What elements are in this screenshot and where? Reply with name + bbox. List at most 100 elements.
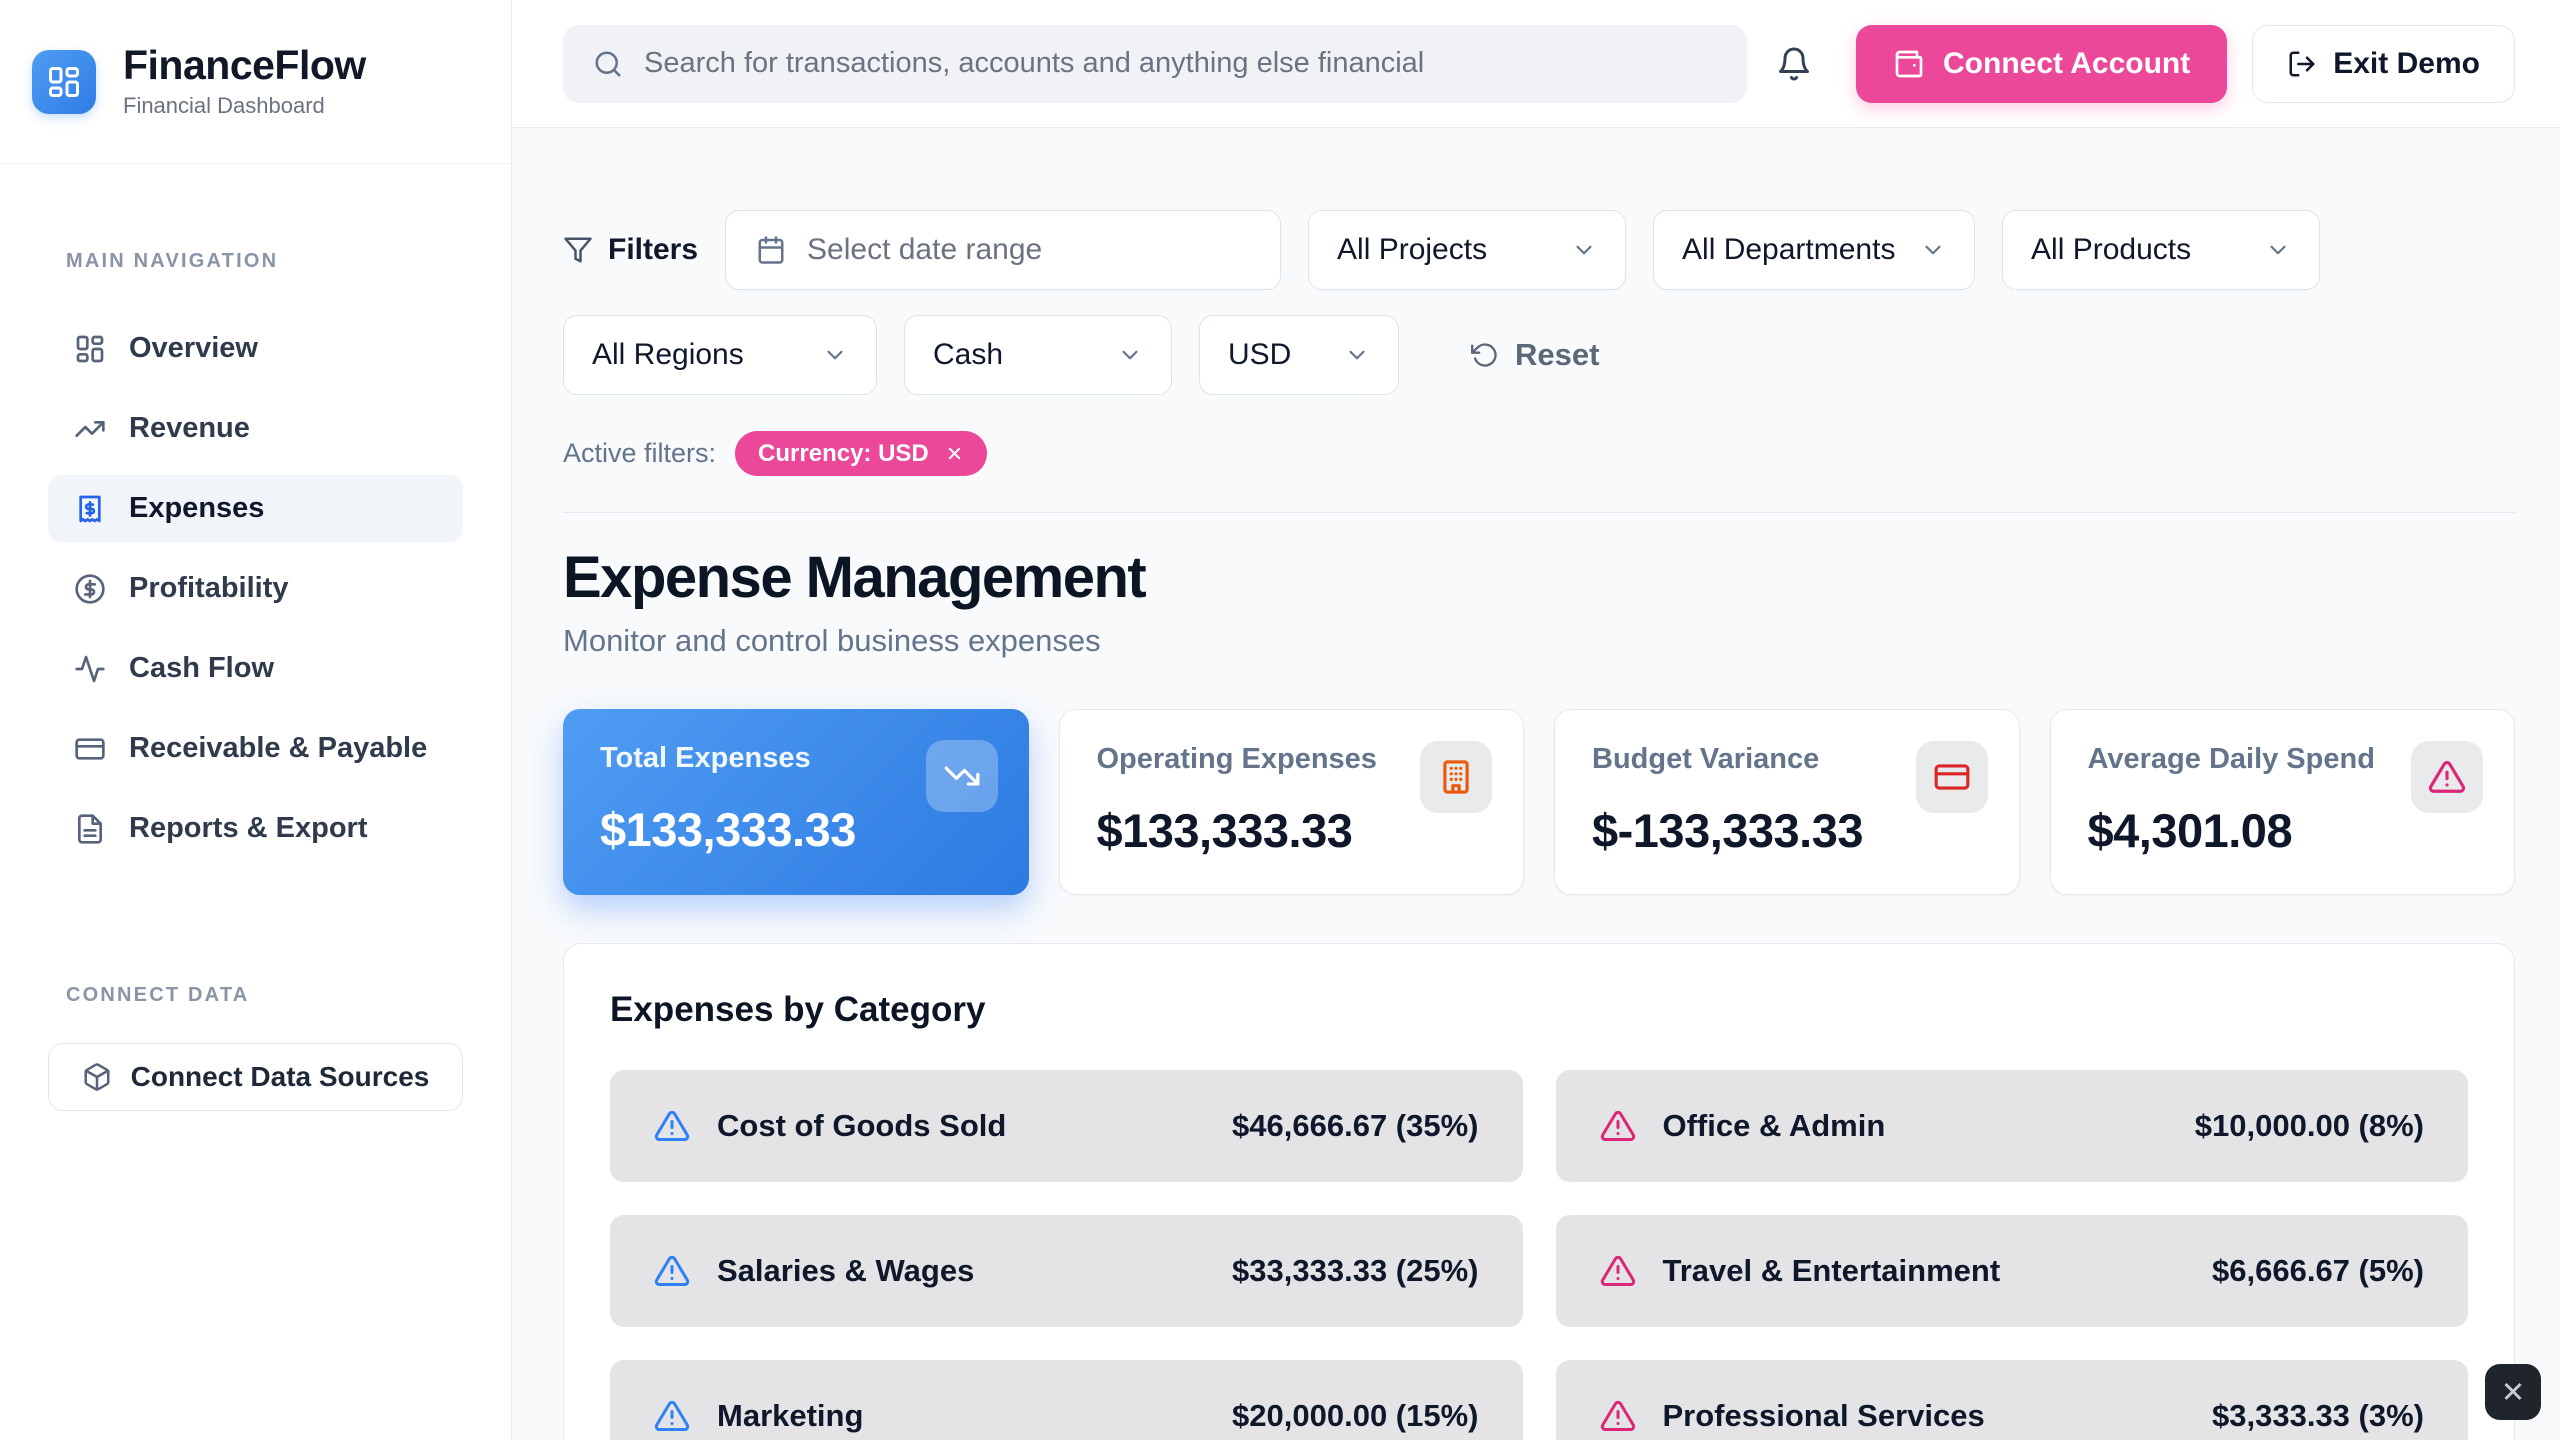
connect-data-sources-button[interactable]: Connect Data Sources [48,1043,463,1111]
credit-card-icon [1933,758,1971,796]
sidebar-item-profitability[interactable]: Profitability [48,555,463,622]
category-row-marketing: Marketing $20,000.00 (15%) [610,1360,1523,1440]
date-range-input[interactable] [807,233,1251,267]
stat-iconbox [1915,741,1988,813]
grid-icon [74,333,106,365]
date-range-picker[interactable] [725,210,1282,290]
reset-filters-label: Reset [1515,337,1600,372]
products-select-value: All Products [2031,233,2192,266]
receipt-icon [74,493,106,525]
alert-triangle-icon [654,1398,690,1434]
category-grid: Cost of Goods Sold $46,666.67 (35%) Offi… [610,1070,2468,1440]
sidebar-item-label: Revenue [129,412,250,444]
category-name: Travel & Entertainment [1662,1253,2001,1288]
filters-title-label: Filters [608,233,699,266]
credit-card-icon [74,733,106,765]
dashboard-logo-icon [46,64,82,100]
stat-value: $133,333.33 [600,803,856,856]
dollar-circle-icon [74,573,106,605]
brand-header: FinanceFlow Financial Dashboard [0,0,511,164]
chevron-down-icon [1571,237,1597,263]
category-name: Professional Services [1662,1398,1985,1433]
sidebar-item-cash-flow[interactable]: Cash Flow [48,635,463,702]
topbar: Connect Account Exit Demo [512,0,2560,128]
sidebar-item-reports-export[interactable]: Reports & Export [48,795,463,862]
bell-icon [1776,46,1812,82]
category-value: $33,333.33 (25%) [1232,1253,1479,1288]
departments-select-value: All Departments [1682,233,1896,266]
sidebar-item-label: Profitability [129,572,289,604]
stat-card-budget-variance: Budget Variance $-133,333.33 [1554,709,2020,895]
chevron-down-icon [1344,342,1370,368]
rotate-ccw-icon [1471,341,1499,369]
trending-down-icon [943,757,981,795]
sidebar-item-label: Overview [129,332,258,364]
expenses-by-category-card: Expenses by Category Cost of Goods Sold … [563,943,2515,1440]
reset-filters-button[interactable]: Reset [1471,337,1599,373]
sidebar-item-receivable-payable[interactable]: Receivable & Payable [48,715,463,782]
stat-card-average-daily-spend: Average Daily Spend $4,301.08 [2049,709,2515,895]
global-search[interactable] [563,24,1747,103]
category-row-salaries-wages: Salaries & Wages $33,333.33 (25%) [610,1215,1523,1327]
alert-triangle-icon [654,1108,690,1144]
sidebar: FinanceFlow Financial Dashboard MAIN NAV… [0,0,512,1440]
category-value: $46,666.67 (35%) [1232,1108,1479,1143]
category-row-travel-entertainment: Travel & Entertainment $6,666.67 (5%) [1555,1215,2468,1327]
stat-value: $133,333.33 [1096,804,1353,857]
payment-method-select[interactable]: Cash [904,315,1172,395]
building-icon [1437,758,1475,796]
category-value: $6,666.67 (5%) [2212,1253,2424,1288]
alert-triangle-icon [1600,1253,1636,1289]
section-divider [563,512,2515,513]
active-filter-chip-label: Currency: USD [758,439,929,467]
sidebar-item-expenses[interactable]: Expenses [48,475,463,542]
category-name: Salaries & Wages [717,1253,975,1288]
stat-label: Operating Expenses [1096,743,1377,775]
stat-iconbox [1420,741,1492,813]
currency-select[interactable]: USD [1199,315,1399,395]
alert-triangle-icon [2428,758,2466,796]
funnel-icon [563,235,593,265]
connect-data-sources-label: Connect Data Sources [130,1061,430,1092]
connect-account-button[interactable]: Connect Account [1856,24,2228,103]
currency-select-value: USD [1228,338,1292,371]
sidebar-item-label: Reports & Export [129,812,368,844]
active-filter-chip-currency[interactable]: Currency: USD [735,431,987,476]
logout-icon [2287,49,2317,79]
products-select[interactable]: All Products [2002,210,2321,290]
regions-select-value: All Regions [592,338,744,371]
stat-label: Total Expenses [600,742,811,774]
chevron-down-icon [1920,237,1946,263]
category-name: Office & Admin [1662,1108,1886,1143]
category-value: $10,000.00 (8%) [2194,1108,2424,1143]
alert-triangle-icon [1600,1108,1636,1144]
departments-select[interactable]: All Departments [1653,210,1976,290]
sidebar-item-label: Cash Flow [129,652,275,684]
notifications-button[interactable] [1776,46,1812,82]
sidebar-item-label: Receivable & Payable [129,732,428,764]
stats-grid: Total Expenses $133,333.33 Operating Exp… [563,709,2515,895]
sidebar-item-overview[interactable]: Overview [48,315,463,382]
regions-select[interactable]: All Regions [563,315,877,395]
brand-tagline: Financial Dashboard [123,92,325,118]
file-text-icon [74,813,106,845]
chevron-down-icon [822,342,848,368]
close-icon: ✕ [2500,1376,2526,1409]
search-icon [593,49,623,79]
stat-card-operating-expenses: Operating Expenses $133,333.33 [1058,709,1524,895]
stat-iconbox [2411,741,2483,813]
projects-select-value: All Projects [1337,233,1488,266]
chevron-down-icon [2265,237,2291,263]
filters-title: Filters [563,233,698,267]
exit-demo-button[interactable]: Exit Demo [2252,24,2515,103]
projects-select[interactable]: All Projects [1308,210,1627,290]
chip-close-icon[interactable] [945,444,964,463]
search-input[interactable] [644,47,1717,80]
trending-up-icon [74,413,106,445]
sidebar-item-revenue[interactable]: Revenue [48,395,463,462]
close-overlay-button[interactable]: ✕ [2485,1364,2541,1420]
page-title: Expense Management [563,545,1147,610]
category-name: Marketing [717,1398,864,1433]
stat-value: $4,301.08 [2087,804,2293,857]
alert-triangle-icon [654,1253,690,1289]
